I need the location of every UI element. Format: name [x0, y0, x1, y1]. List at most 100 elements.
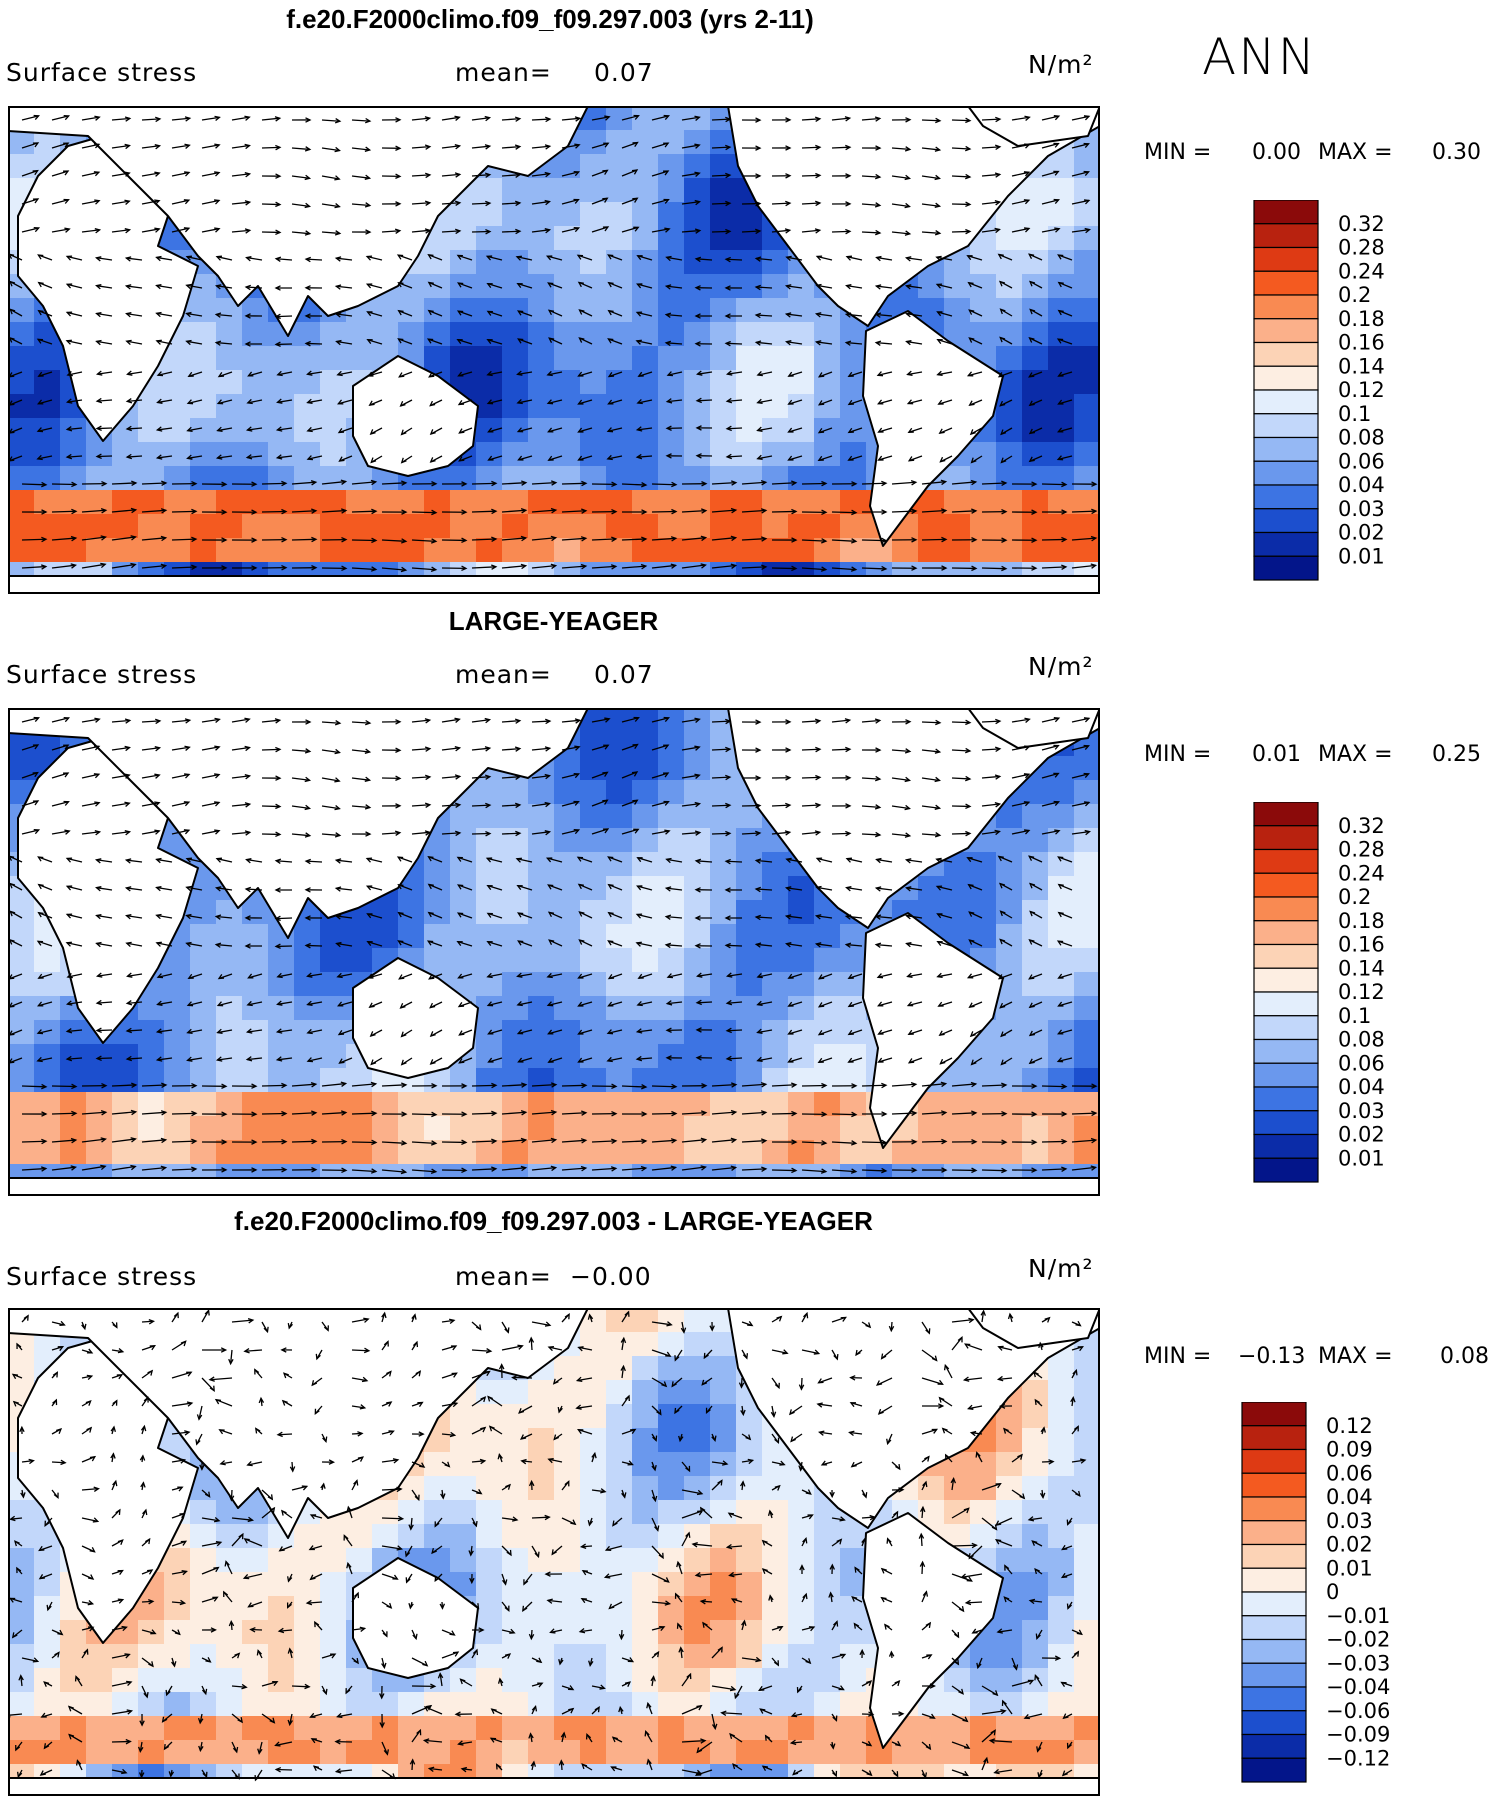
vector-arrow-head: [550, 1082, 558, 1088]
vector-arrow-head: [934, 146, 942, 152]
vector-arrow: [921, 749, 940, 753]
vector-arrow-head: [41, 1083, 48, 1090]
vector-arrow: [981, 830, 1000, 835]
vector-arrow: [681, 144, 700, 149]
field-cell: [788, 1500, 814, 1524]
vector-arrow-head: [454, 774, 462, 780]
vector-arrow-head: [695, 1055, 702, 1061]
vector-arrow: [231, 803, 250, 807]
vector-arrow-head: [400, 566, 408, 573]
vector-arrow-head: [94, 717, 101, 723]
field-cell: [1022, 394, 1048, 418]
vector-arrow-head: [221, 1083, 228, 1089]
field-cell: [502, 948, 528, 972]
vector-arrow-head: [515, 830, 522, 837]
vector-arrow-head: [400, 1031, 407, 1038]
vector-arrow-head: [370, 1081, 378, 1088]
vector-arrow: [411, 117, 430, 121]
vector-arrow-head: [940, 1081, 948, 1088]
field-cell: [632, 538, 658, 562]
vector-arrow-head: [184, 718, 192, 724]
vector-arrow: [21, 1085, 46, 1088]
vector-arrow-head: [1028, 974, 1035, 980]
vector-arrow: [861, 203, 880, 207]
vector-arrow: [261, 146, 280, 149]
field-cell: [1048, 1380, 1074, 1404]
field-cell: [580, 442, 606, 466]
vector-arrow-head: [577, 1001, 584, 1007]
field-cell: [476, 298, 502, 322]
vector-arrow: [801, 174, 820, 177]
vector-arrow-head: [754, 886, 762, 893]
field-cell: [8, 1572, 34, 1596]
field-cell: [294, 1044, 320, 1068]
vector-arrow-head: [216, 399, 224, 405]
vector-arrow-head: [1054, 829, 1061, 835]
colorbar-tick-label: 0.1: [1338, 402, 1371, 426]
field-cell: [580, 202, 606, 226]
field-cell: [554, 298, 580, 322]
field-cell: [476, 1548, 502, 1572]
vector-arrow-head: [214, 942, 222, 948]
vector-arrow-head: [186, 1056, 193, 1062]
vector-arrow: [921, 203, 940, 207]
vector-arrow-head: [275, 775, 282, 781]
vector-arrow-head: [664, 340, 672, 347]
vector-arrow: [1041, 228, 1060, 233]
vector-arrow: [351, 510, 376, 513]
field-cell: [970, 1044, 996, 1068]
vector-arrow-head: [1028, 280, 1036, 287]
vector-arrow-head: [968, 911, 975, 917]
vector-arrow: [981, 1169, 1006, 1172]
vector-arrow-head: [395, 117, 402, 123]
vector-arrow-head: [366, 311, 373, 317]
vector-arrow-head: [941, 1138, 948, 1145]
field-cell: [996, 538, 1022, 562]
vector-arrow: [831, 832, 850, 835]
vector-arrow-head: [491, 1138, 498, 1145]
field-cell: [1022, 322, 1048, 346]
vector-arrow-head: [461, 1083, 468, 1089]
field-cell: [1048, 924, 1074, 948]
field-cell: [528, 1044, 554, 1068]
vector-arrow-head: [520, 1082, 528, 1088]
vector-arrow-head: [185, 941, 192, 948]
vector-arrow-head: [400, 1059, 407, 1066]
vector-arrow: [816, 857, 833, 863]
field-cell: [528, 1116, 554, 1140]
vector-arrow-head: [306, 455, 313, 461]
vector-arrow: [171, 1140, 196, 1143]
vector-arrow: [471, 482, 496, 485]
vector-arrow-head: [604, 717, 611, 723]
vector-arrow-head: [214, 340, 222, 346]
field-cell: [294, 1596, 320, 1620]
field-cell: [1048, 418, 1074, 442]
vector-arrow-head: [244, 143, 251, 150]
vector-arrow-head: [401, 480, 408, 486]
stress-vectors: [8, 716, 1098, 1175]
vector-arrow-head: [304, 942, 311, 949]
vector-arrow-head: [70, 563, 78, 569]
vector-arrow-head: [431, 1083, 438, 1089]
vector-arrow-head: [784, 284, 792, 290]
field-cell: [450, 924, 476, 948]
vector-arrow: [861, 1169, 886, 1172]
vector-arrow: [667, 371, 683, 376]
field-cell: [1048, 154, 1074, 178]
field-cell: [1074, 900, 1100, 924]
vector-arrow-head: [486, 310, 493, 316]
field-cell: [164, 1140, 190, 1164]
vector-arrow: [861, 833, 880, 836]
vector-arrow-head: [847, 371, 854, 378]
vector-arrow-head: [791, 537, 798, 543]
vector-arrow: [1071, 1112, 1096, 1115]
vector-arrow: [547, 973, 563, 978]
vector-arrow: [248, 371, 263, 377]
vector-arrow-head: [304, 340, 311, 347]
vector-arrow-head: [633, 716, 640, 722]
vector-arrow: [517, 399, 533, 404]
field-cell: [554, 852, 580, 876]
vector-arrow-head: [965, 145, 972, 152]
vector-arrow: [921, 777, 940, 782]
vector-arrow: [97, 1001, 113, 1004]
